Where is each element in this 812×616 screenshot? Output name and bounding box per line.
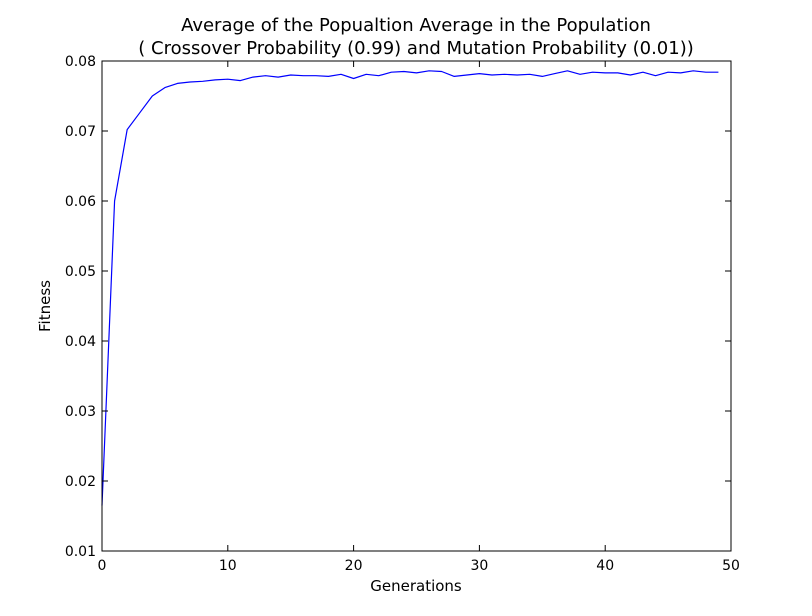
y-tick-label: 0.07 <box>65 124 96 140</box>
plot-frame <box>101 60 732 552</box>
y-tick-label: 0.05 <box>65 264 96 280</box>
y-axis-label: Fitness <box>36 280 54 332</box>
y-tick-label: 0.08 <box>65 54 96 70</box>
plot-area: 0 10 20 30 40 50 0.01 0.02 0.03 0.04 0.05 0.06 0.07 0… <box>65 54 740 574</box>
x-tick-label: 50 <box>722 558 740 574</box>
y-tick-label: 0.01 <box>65 544 96 560</box>
x-tick-label: 30 <box>470 558 488 574</box>
y-tick-label: 0.04 <box>65 334 96 350</box>
x-tick-label: 10 <box>219 558 237 574</box>
x-tick-label: 20 <box>345 558 363 574</box>
chart-title: Average of the Popualtion Average in the… <box>181 15 651 36</box>
x-axis-label: Generations <box>370 577 462 595</box>
x-tick-label: 40 <box>596 558 614 574</box>
y-tick-label: 0.02 <box>65 474 96 490</box>
chart-subtitle: ( Crossover Probability (0.99) and Mutat… <box>138 38 694 59</box>
y-tick-label: 0.03 <box>65 404 96 420</box>
x-tick-label: 0 <box>98 558 107 574</box>
series-line-0 <box>101 70 719 506</box>
y-tick-label: 0.06 <box>65 194 96 210</box>
